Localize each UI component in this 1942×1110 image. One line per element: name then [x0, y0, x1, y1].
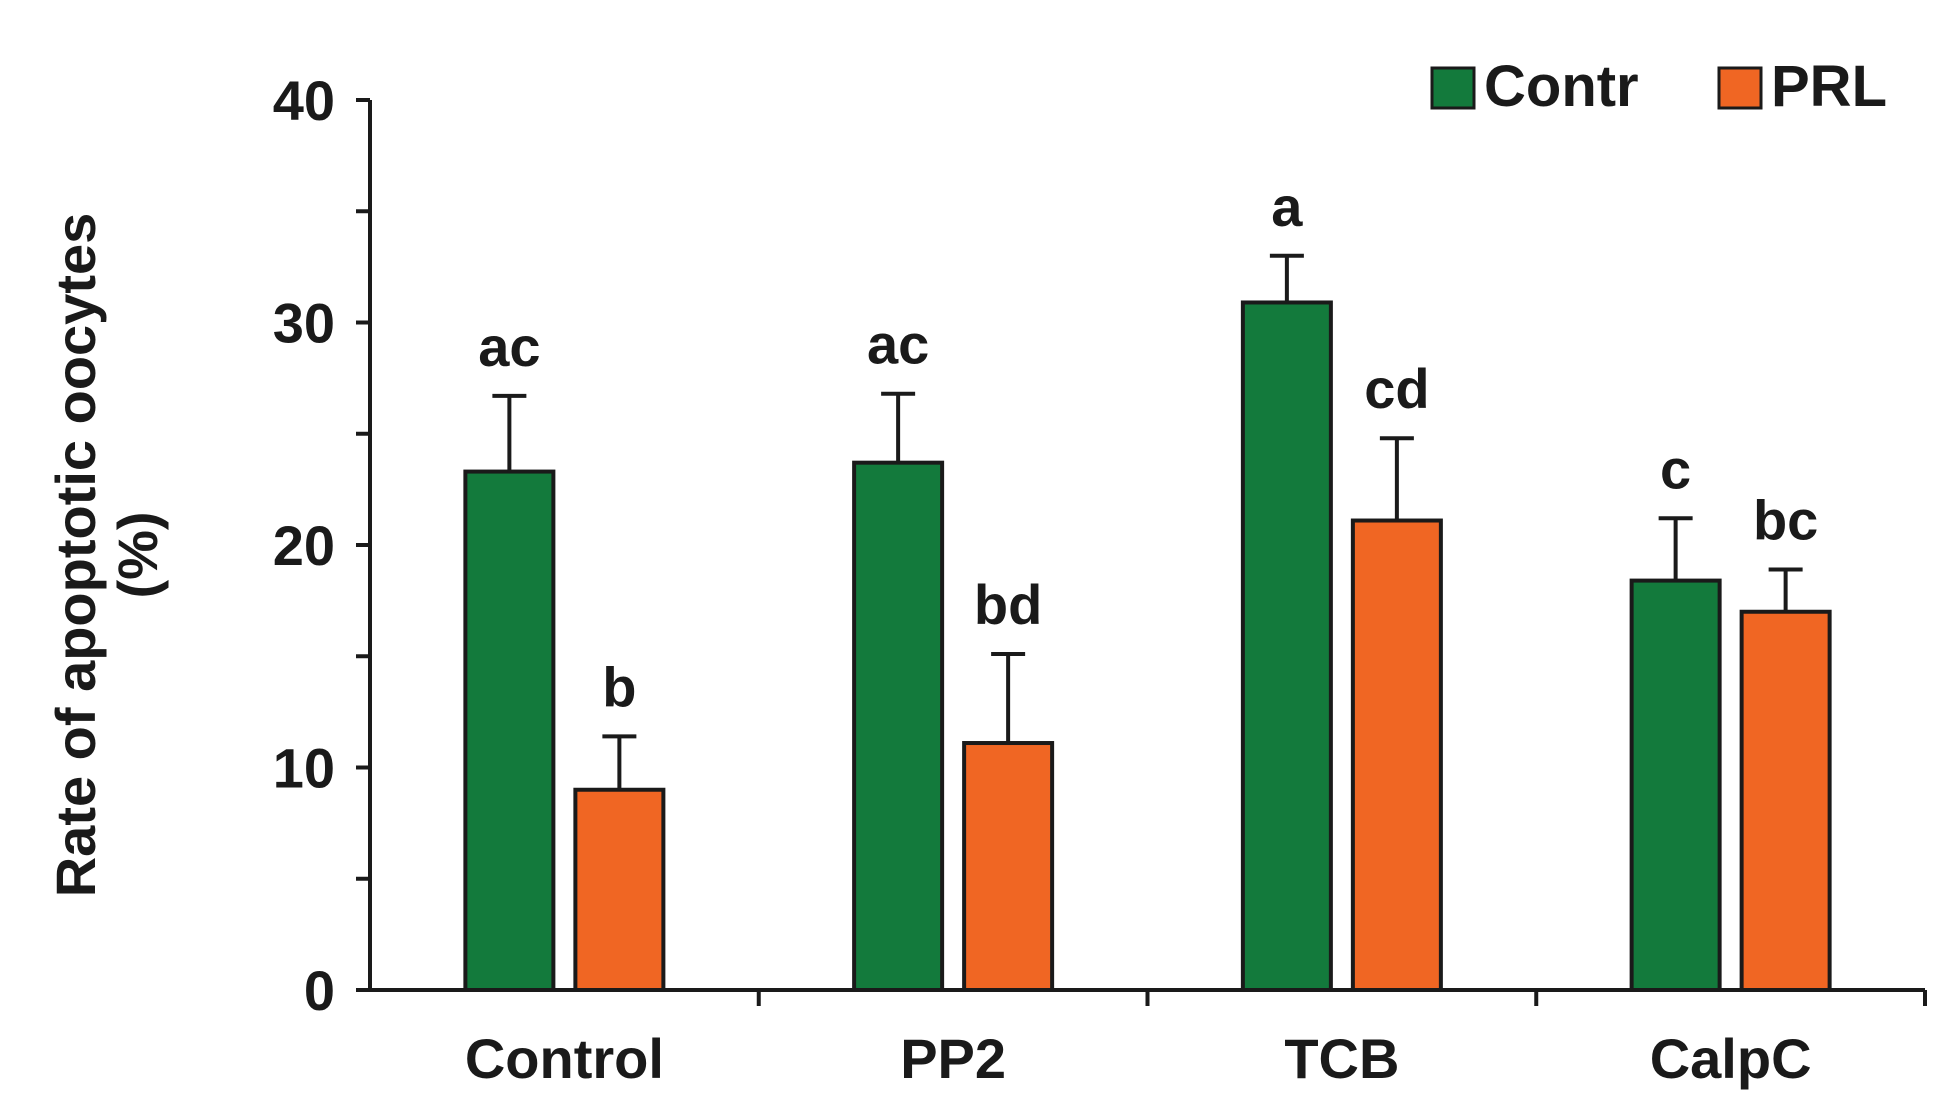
- significance-label: bd: [974, 573, 1042, 636]
- bar-labels: ac b ac bd a cd cbc: [478, 175, 1818, 719]
- category-label-control: Control: [465, 1027, 664, 1090]
- bar-contr-calpc: [1629, 578, 1722, 992]
- bar-contr-tcb: [1240, 300, 1333, 993]
- significance-label: a: [1271, 175, 1303, 238]
- legend-swatch-contr: [1430, 66, 1476, 110]
- legend-swatch-prl: [1717, 66, 1763, 110]
- category-label-pp2: PP2: [900, 1027, 1006, 1090]
- y-axis-label: Rate of apoptotic oocytes (%): [44, 213, 169, 898]
- legend-label-prl: PRL: [1771, 54, 1887, 119]
- x-ticks: [756, 990, 1927, 1006]
- bar-prl-tcb: [1350, 518, 1443, 993]
- significance-label: c: [1660, 437, 1691, 500]
- y-tick-label: 0: [304, 959, 335, 1022]
- category-labels: Control PP2 TCB CalpC: [465, 1027, 1812, 1090]
- category-label-calpc: CalpC: [1650, 1027, 1812, 1090]
- y-tick-label: 20: [273, 514, 335, 577]
- y-axis-label-line-2: (%): [106, 511, 169, 598]
- y-tick-label: 40: [273, 69, 335, 132]
- bar-prl-control: [573, 787, 666, 992]
- significance-label: b: [602, 655, 636, 718]
- y-tick-label: 30: [273, 292, 335, 355]
- significance-label: ac: [478, 315, 540, 378]
- bar-contr-pp2: [852, 460, 945, 992]
- y-ticks: 0 10 20 30 40: [273, 69, 370, 1022]
- significance-label: bc: [1753, 488, 1818, 551]
- legend: Contr PRL: [1430, 54, 1887, 119]
- significance-label: cd: [1364, 357, 1429, 420]
- legend-label-contr: Contr: [1484, 54, 1639, 119]
- bars: [463, 300, 1832, 993]
- y-axis-label-line-1: Rate of apoptotic oocytes: [44, 213, 107, 898]
- category-label-tcb: TCB: [1284, 1027, 1399, 1090]
- bar-contr-control: [463, 469, 556, 992]
- y-tick-label: 10: [273, 737, 335, 800]
- error-bars: [492, 253, 1803, 790]
- bar-prl-pp2: [962, 741, 1055, 993]
- bar-prl-calpc: [1739, 609, 1832, 992]
- significance-label: ac: [867, 313, 929, 376]
